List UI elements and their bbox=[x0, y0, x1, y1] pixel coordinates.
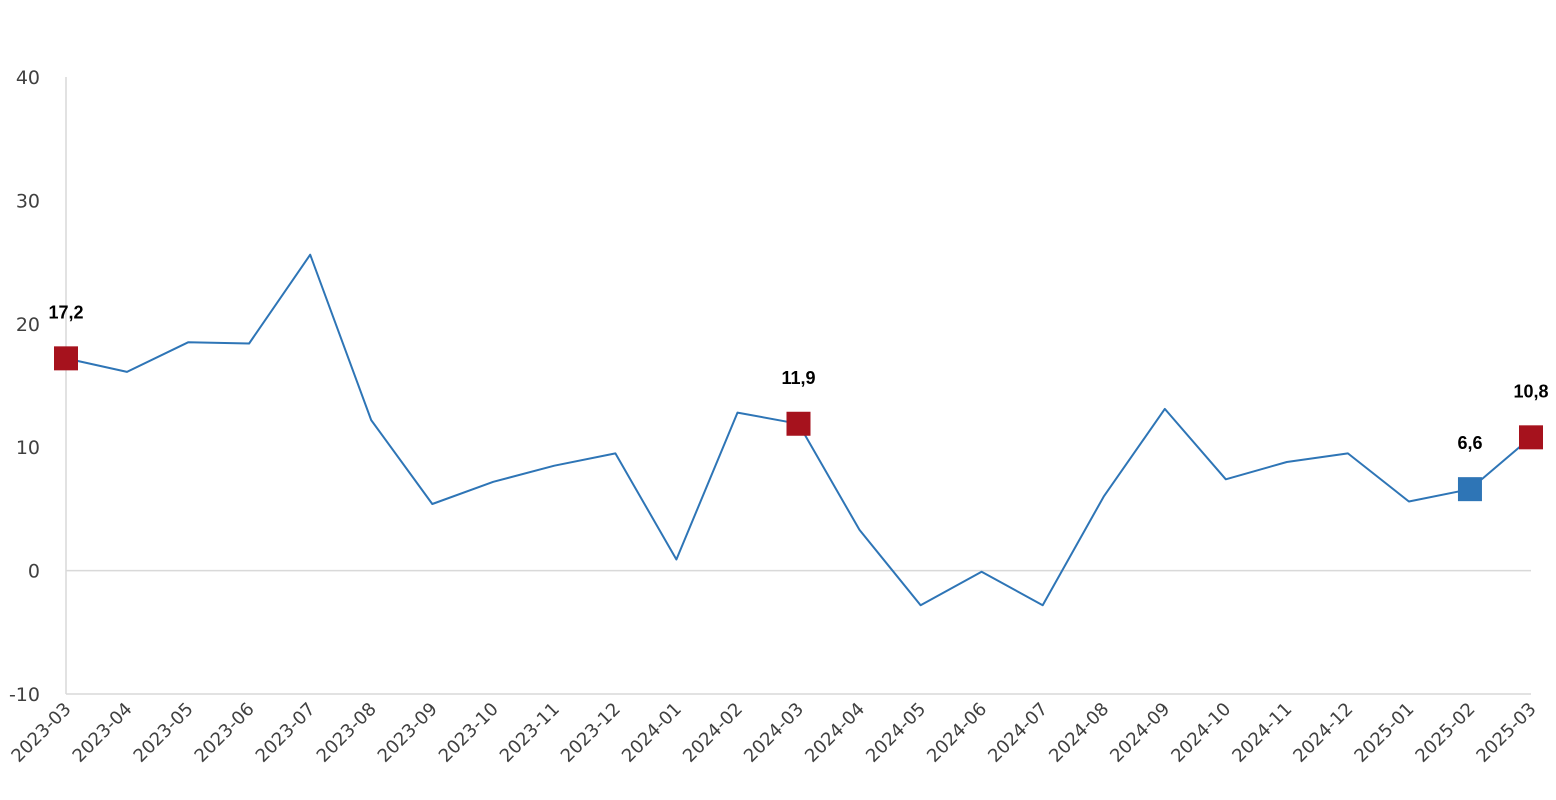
x-tick-label: 2023-03 bbox=[7, 699, 75, 767]
x-tick-label: 2024-06 bbox=[923, 699, 991, 767]
x-tick-label: 2024-07 bbox=[984, 699, 1052, 767]
y-tick-labels: -10 0 10 20 30 40 bbox=[9, 67, 40, 706]
x-tick-label: 2023-08 bbox=[313, 699, 381, 767]
x-tick-label: 2023-12 bbox=[557, 699, 625, 767]
x-tick-label: 2023-09 bbox=[374, 699, 442, 767]
highlight-marker bbox=[1457, 477, 1482, 502]
x-tick-label: 2024-05 bbox=[862, 699, 930, 767]
data-label: 10,8 bbox=[1513, 381, 1548, 401]
x-tick-label: 2025-02 bbox=[1411, 699, 1479, 767]
highlight-markers bbox=[54, 346, 1543, 502]
data-label: 11,9 bbox=[781, 368, 815, 388]
highlight-marker bbox=[786, 411, 811, 436]
y-tick-label: 40 bbox=[16, 67, 40, 89]
x-tick-label: 2023-06 bbox=[191, 699, 259, 767]
x-tick-label: 2023-05 bbox=[130, 699, 198, 767]
x-tick-labels: 2023-032023-042023-052023-062023-072023-… bbox=[7, 699, 1540, 767]
x-tick-label: 2023-07 bbox=[252, 699, 320, 767]
x-tick-label: 2023-10 bbox=[435, 699, 503, 767]
x-tick-label: 2024-01 bbox=[618, 699, 686, 767]
y-tick-label: 10 bbox=[16, 437, 40, 459]
x-tick-label: 2023-11 bbox=[496, 699, 564, 767]
data-label: 6,6 bbox=[1457, 433, 1482, 453]
x-tick-label: 2024-11 bbox=[1228, 699, 1296, 767]
x-tick-label: 2024-04 bbox=[801, 699, 869, 767]
data-label: 17,2 bbox=[48, 302, 83, 322]
highlight-marker bbox=[54, 346, 78, 371]
x-tick-label: 2024-02 bbox=[679, 699, 747, 767]
x-tick-label: 2024-12 bbox=[1289, 699, 1357, 767]
y-tick-label: 20 bbox=[16, 314, 40, 336]
x-tick-label: 2024-03 bbox=[740, 699, 808, 767]
x-tick-label: 2024-10 bbox=[1167, 699, 1235, 767]
y-tick-label: -10 bbox=[9, 684, 40, 706]
y-tick-label: 30 bbox=[16, 190, 40, 212]
data-labels: 17,2 11,9 6,6 10,8 bbox=[48, 302, 1548, 453]
x-tick-label: 2024-09 bbox=[1106, 699, 1174, 767]
x-tick-label: 2024-08 bbox=[1045, 699, 1113, 767]
y-tick-label: 0 bbox=[28, 561, 40, 583]
x-tick-label: 2025-03 bbox=[1472, 699, 1540, 767]
highlight-marker bbox=[1519, 425, 1543, 450]
x-tick-label: 2025-01 bbox=[1350, 699, 1418, 767]
x-tick-label: 2023-04 bbox=[69, 699, 137, 767]
